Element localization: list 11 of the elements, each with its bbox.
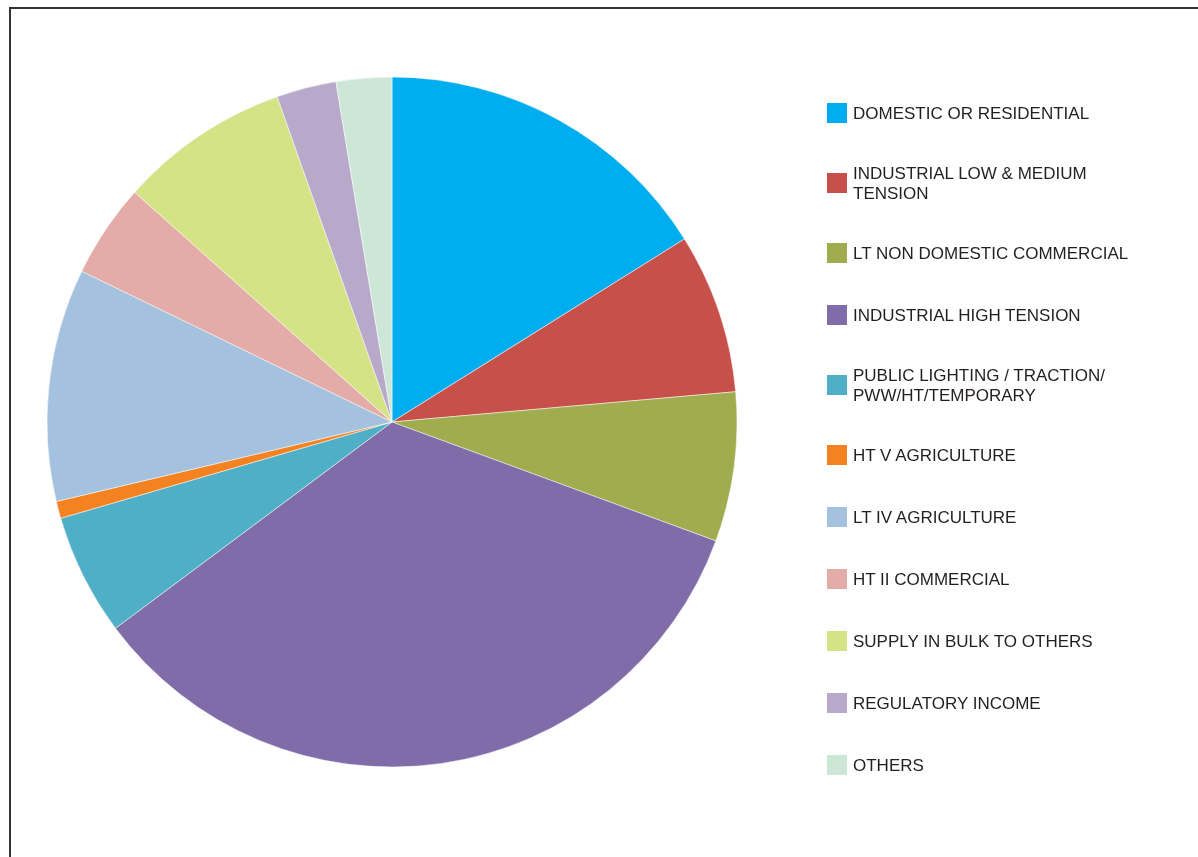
legend-label: DOMESTIC OR RESIDENTIAL: [853, 103, 1090, 123]
legend-label: PUBLIC LIGHTING / TRACTION/ PWW/HT/TEMPORARY: [853, 365, 1110, 405]
legend-label: REGULATORY INCOME: [853, 693, 1041, 713]
legend-label: LT IV AGRICULTURE: [853, 507, 1017, 527]
legend-label: INDUSTRIAL HIGH TENSION: [853, 305, 1081, 325]
legend-label: INDUSTRIAL LOW & MEDIUM TENSION: [853, 163, 1092, 203]
legend-label: HT II COMMERCIAL: [853, 569, 1010, 589]
legend-label: HT V AGRICULTURE: [853, 445, 1016, 465]
legend-label: OTHERS: [853, 755, 924, 775]
legend-label: SUPPLY IN BULK TO OTHERS: [853, 631, 1093, 651]
legend-label: LT NON DOMESTIC COMMERCIAL: [853, 243, 1129, 263]
